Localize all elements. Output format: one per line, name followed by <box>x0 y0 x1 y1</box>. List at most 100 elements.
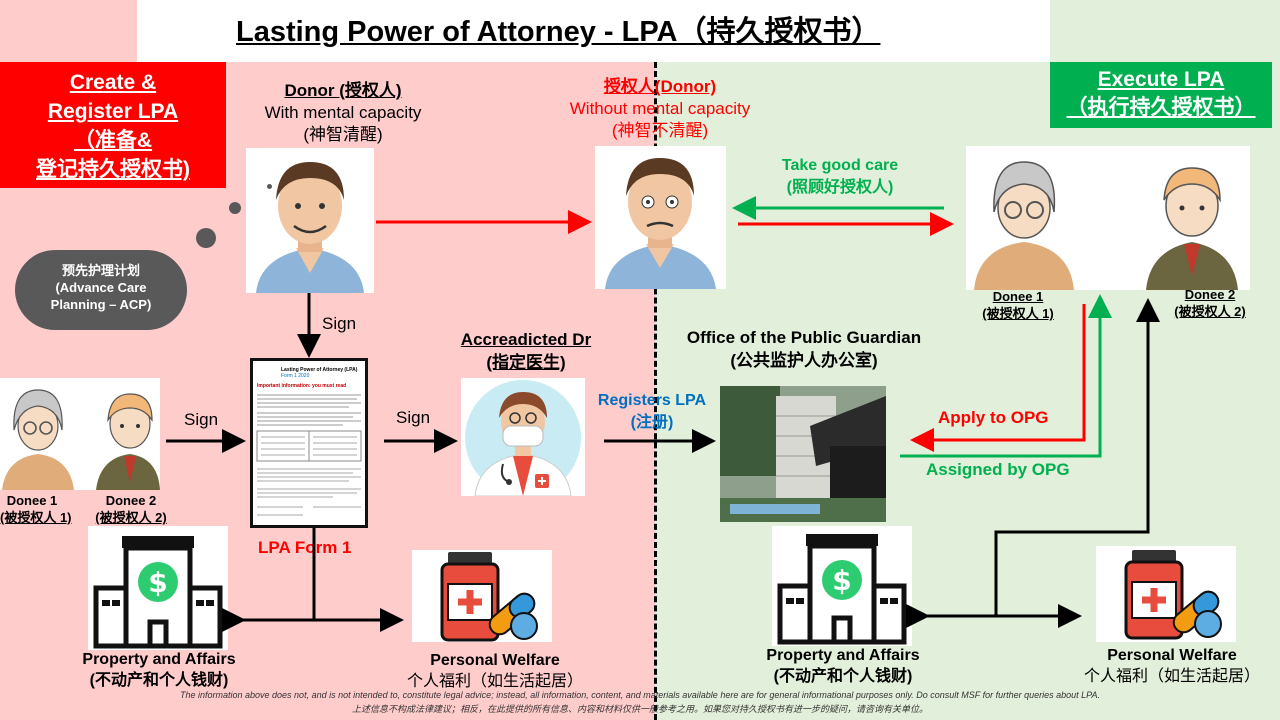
donee1-right-label: Donee 1 (被授权人 1) <box>966 288 1070 322</box>
property-left-image: $ <box>88 526 228 650</box>
thought-dot <box>267 184 272 189</box>
registers-lpa-cn: (注册) <box>630 414 674 431</box>
create-header-line: 登记持久授权书) <box>36 158 190 181</box>
donor-capable-status-cn: (神智清醒) <box>303 125 383 144</box>
donor-capable-name: Donor (授权人) <box>284 81 402 100</box>
sign-label-donees: Sign <box>184 410 219 429</box>
disclaimer-cn: 上述信息不构成法律建议；相反，在此提供的所有信息、内容和材料仅供一般参考之用。如… <box>351 704 928 714</box>
welfare-left-en: Personal Welfare <box>430 652 560 669</box>
medicine-icon <box>440 552 538 642</box>
execute-header: Execute LPA （执行持久授权书） <box>1050 62 1272 128</box>
acp-line: 预先护理计划 <box>61 263 140 278</box>
document-lines-icon <box>256 394 362 516</box>
opg-name: Office of the Public Guardian <box>686 328 922 347</box>
registers-lpa-label: Registers LPA (注册) <box>584 390 720 434</box>
donee2-right-name: Donee 2 <box>1184 287 1236 302</box>
create-header-line: Register LPA <box>47 100 179 123</box>
acp-cloud-text: 预先护理计划 (Advance Care Planning – ACP) <box>15 262 187 313</box>
welfare-left-image <box>412 550 552 642</box>
take-good-care-en: Take good care <box>781 157 899 174</box>
donee2-left-cn: (被授权人 2) <box>95 510 167 525</box>
donee2-right-cn: (被授权人 2) <box>1174 304 1246 319</box>
registers-lpa-en: Registers LPA <box>597 392 707 409</box>
disclaimer: The information above does not, and is n… <box>0 688 1280 716</box>
lpa-form-label: LPA Form 1 <box>258 538 352 557</box>
svg-text:$: $ <box>148 566 167 599</box>
thought-dot <box>196 228 216 248</box>
welfare-left-caption: Personal Welfare 个人福利（如生活起居） <box>380 650 610 692</box>
create-header-line: （准备& <box>73 129 153 152</box>
assigned-by-opg-arrow <box>900 294 1112 458</box>
doctor-icon <box>465 380 581 496</box>
donee1-right-cn: (被授权人 1) <box>982 306 1054 321</box>
lpa-doc-subtitle: Form 1 2020 <box>281 373 310 379</box>
create-header-line: Create & <box>69 71 157 94</box>
donor-incapable-name: 授权人(Donor) <box>603 77 717 96</box>
welfare-right-en: Personal Welfare <box>1107 647 1237 664</box>
left-panel-top-bg <box>0 0 137 62</box>
donee2-line-arrow <box>994 298 1160 616</box>
welfare-right-image <box>1096 546 1236 642</box>
building-dollar-icon: $ <box>93 536 223 649</box>
donor-capable-status: With mental capacity <box>264 103 422 122</box>
donees-pair-icon <box>974 161 1238 290</box>
donor-incapable-caption: 授权人(Donor) Without mental capacity (神智不清… <box>555 76 765 142</box>
accredited-dr-caption: Accreadicted Dr (指定医生) <box>446 328 606 374</box>
donee1-left-cn: (被授权人 1) <box>0 510 72 525</box>
property-left-cn: (不动产和个人钱财) <box>89 672 229 689</box>
medicine-icon <box>1124 550 1222 640</box>
donees-right-image <box>966 146 1250 290</box>
acp-line: Planning – ACP) <box>50 297 152 312</box>
property-right-en: Property and Affairs <box>766 647 920 664</box>
acp-line: (Advance Care <box>55 280 147 295</box>
page-title: Lasting Power of Attorney - LPA（持久授权书） <box>236 16 881 48</box>
opg-building-photo <box>720 386 886 522</box>
svg-text:$: $ <box>832 564 851 597</box>
apply-to-opg-label: Apply to OPG <box>938 408 1049 427</box>
building-photo-icon <box>720 386 886 522</box>
welfare-right-caption: Personal Welfare 个人福利（如生活起居） <box>1064 645 1280 687</box>
opg-caption: Office of the Public Guardian (公共监护人办公室) <box>664 326 944 372</box>
donor-incapable-image <box>595 146 726 289</box>
donor-incapable-status: Without mental capacity <box>569 99 751 118</box>
lpa-doc-heading: Important information: you must read <box>257 383 347 389</box>
apply-to-opg-arrow <box>910 304 1086 452</box>
assigned-by-opg-label: Assigned by OPG <box>926 460 1070 479</box>
doctor-image <box>461 378 585 496</box>
donee2-left-name: Donee 2 <box>105 493 157 508</box>
thought-dot <box>229 202 241 214</box>
donor-capable-image <box>246 148 374 293</box>
acp-cloud <box>15 250 187 330</box>
create-register-header: Create & Register LPA （准备& 登记持久授权书) <box>0 62 226 188</box>
man-smiling-icon <box>256 162 364 293</box>
sign-label-donor: Sign <box>322 314 357 333</box>
disclaimer-en: The information above does not, and is n… <box>179 690 1101 700</box>
property-right-caption: Property and Affairs (不动产和个人钱财) <box>748 645 938 687</box>
accredited-dr-name: Accreadicted Dr <box>460 330 592 349</box>
property-right-cn: (不动产和个人钱财) <box>773 668 913 685</box>
donee1-left-name: Donee 1 <box>6 493 58 508</box>
welfare-left-cn: 个人福利（如生活起居） <box>406 673 583 690</box>
property-left-caption: Property and Affairs (不动产和个人钱财) <box>64 649 254 691</box>
lpa-doc-title: Lasting Power of Attorney (LPA) <box>281 367 358 373</box>
right-panel-top-bg <box>1050 0 1280 62</box>
property-left-en: Property and Affairs <box>82 651 236 668</box>
property-right-image: $ <box>772 526 912 646</box>
donee1-right-name: Donee 1 <box>992 289 1044 304</box>
take-good-care-cn: (照顾好授权人) <box>786 179 894 196</box>
donor-incapable-status-cn: (神智不清醒) <box>611 121 709 140</box>
execute-header-line: （执行持久授权书） <box>1066 96 1256 119</box>
accredited-dr-cn: (指定医生) <box>486 353 566 372</box>
man-confused-icon <box>605 158 716 289</box>
opg-cn: (公共监护人办公室) <box>730 351 878 370</box>
lpa-form-document: Lasting Power of Attorney (LPA) Form 1 2… <box>250 358 368 528</box>
donees-pair-icon <box>2 389 160 490</box>
donor-capable-caption: Donor (授权人) With mental capacity (神智清醒) <box>243 80 443 146</box>
welfare-right-cn: 个人福利（如生活起居） <box>1083 668 1260 685</box>
panel-divider <box>654 62 657 720</box>
donees-left-image <box>0 378 160 490</box>
take-good-care-label: Take good care (照顾好授权人) <box>760 155 920 199</box>
donee2-left-label: Donee 2 (被授权人 2) <box>88 492 174 526</box>
building-dollar-icon: $ <box>777 534 907 645</box>
